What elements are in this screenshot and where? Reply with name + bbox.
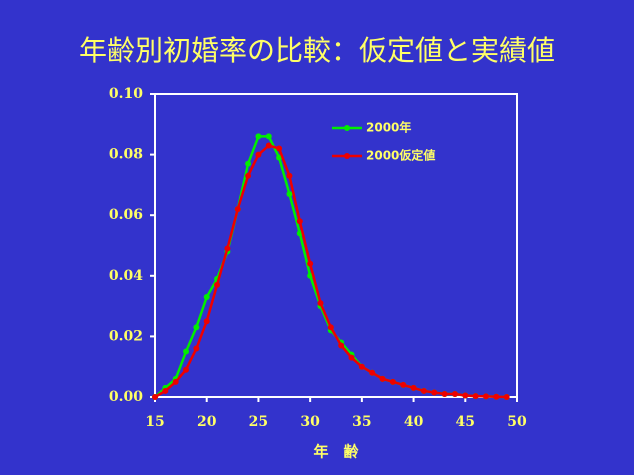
plot-frame: [154, 93, 518, 398]
data-point: [172, 378, 179, 385]
data-point: [265, 133, 272, 140]
data-point: [400, 381, 407, 388]
data-point: [420, 387, 427, 394]
data-point: [152, 394, 158, 400]
x-axis-label: 年 齢: [313, 443, 359, 461]
data-point: [276, 154, 283, 161]
x-tick-label: 40: [404, 414, 424, 430]
y-tick-label: 0.02: [109, 328, 143, 344]
legend-marker: [344, 125, 350, 131]
x-tick-label: 20: [197, 414, 217, 430]
data-point: [462, 392, 469, 399]
data-point: [317, 300, 324, 307]
data-point: [286, 190, 293, 197]
data-point: [431, 389, 438, 396]
data-point: [379, 375, 386, 382]
data-point: [296, 218, 303, 225]
data-point: [224, 245, 231, 252]
data-point: [503, 394, 510, 400]
data-point: [214, 281, 221, 288]
x-tick-label: 25: [249, 414, 268, 430]
data-point: [234, 206, 241, 213]
data-point: [276, 145, 283, 152]
data-point: [493, 393, 500, 400]
data-point: [307, 260, 314, 267]
data-point: [183, 348, 190, 355]
y-tick-label: 0.04: [109, 268, 143, 284]
x-tick-label: 30: [300, 414, 320, 430]
data-point: [441, 390, 448, 397]
legend-label: 2000仮定値: [366, 148, 435, 163]
x-tick-label: 45: [456, 414, 475, 430]
data-point: [203, 318, 210, 325]
data-point: [472, 393, 479, 400]
data-point: [369, 369, 376, 376]
x-tick-label: 35: [352, 414, 371, 430]
y-tick-label: 0.10: [109, 86, 143, 102]
data-point: [451, 390, 458, 397]
data-point: [203, 294, 210, 301]
data-point: [265, 142, 272, 149]
data-point: [255, 133, 262, 140]
data-point: [338, 342, 345, 349]
legend-marker: [344, 153, 350, 159]
data-point: [193, 324, 200, 331]
data-point: [389, 378, 396, 385]
data-point: [162, 387, 169, 394]
data-point: [245, 172, 252, 179]
x-tick-label: 15: [145, 414, 164, 430]
data-point: [358, 363, 365, 370]
y-tick-label: 0.06: [109, 207, 143, 223]
data-point: [327, 324, 334, 331]
data-point: [286, 172, 293, 179]
data-point: [482, 393, 489, 400]
data-point: [183, 366, 190, 373]
data-point: [410, 384, 417, 391]
data-point: [193, 345, 200, 352]
data-point: [348, 354, 355, 361]
y-tick-label: 0.00: [109, 389, 143, 405]
data-point: [245, 160, 252, 167]
data-point: [255, 151, 262, 158]
y-tick-label: 0.08: [109, 147, 143, 163]
x-tick-label: 50: [507, 414, 527, 430]
legend-label: 2000年: [366, 120, 411, 135]
chart-title: 年齢別初婚率の比較：仮定値と実績値: [79, 34, 555, 67]
